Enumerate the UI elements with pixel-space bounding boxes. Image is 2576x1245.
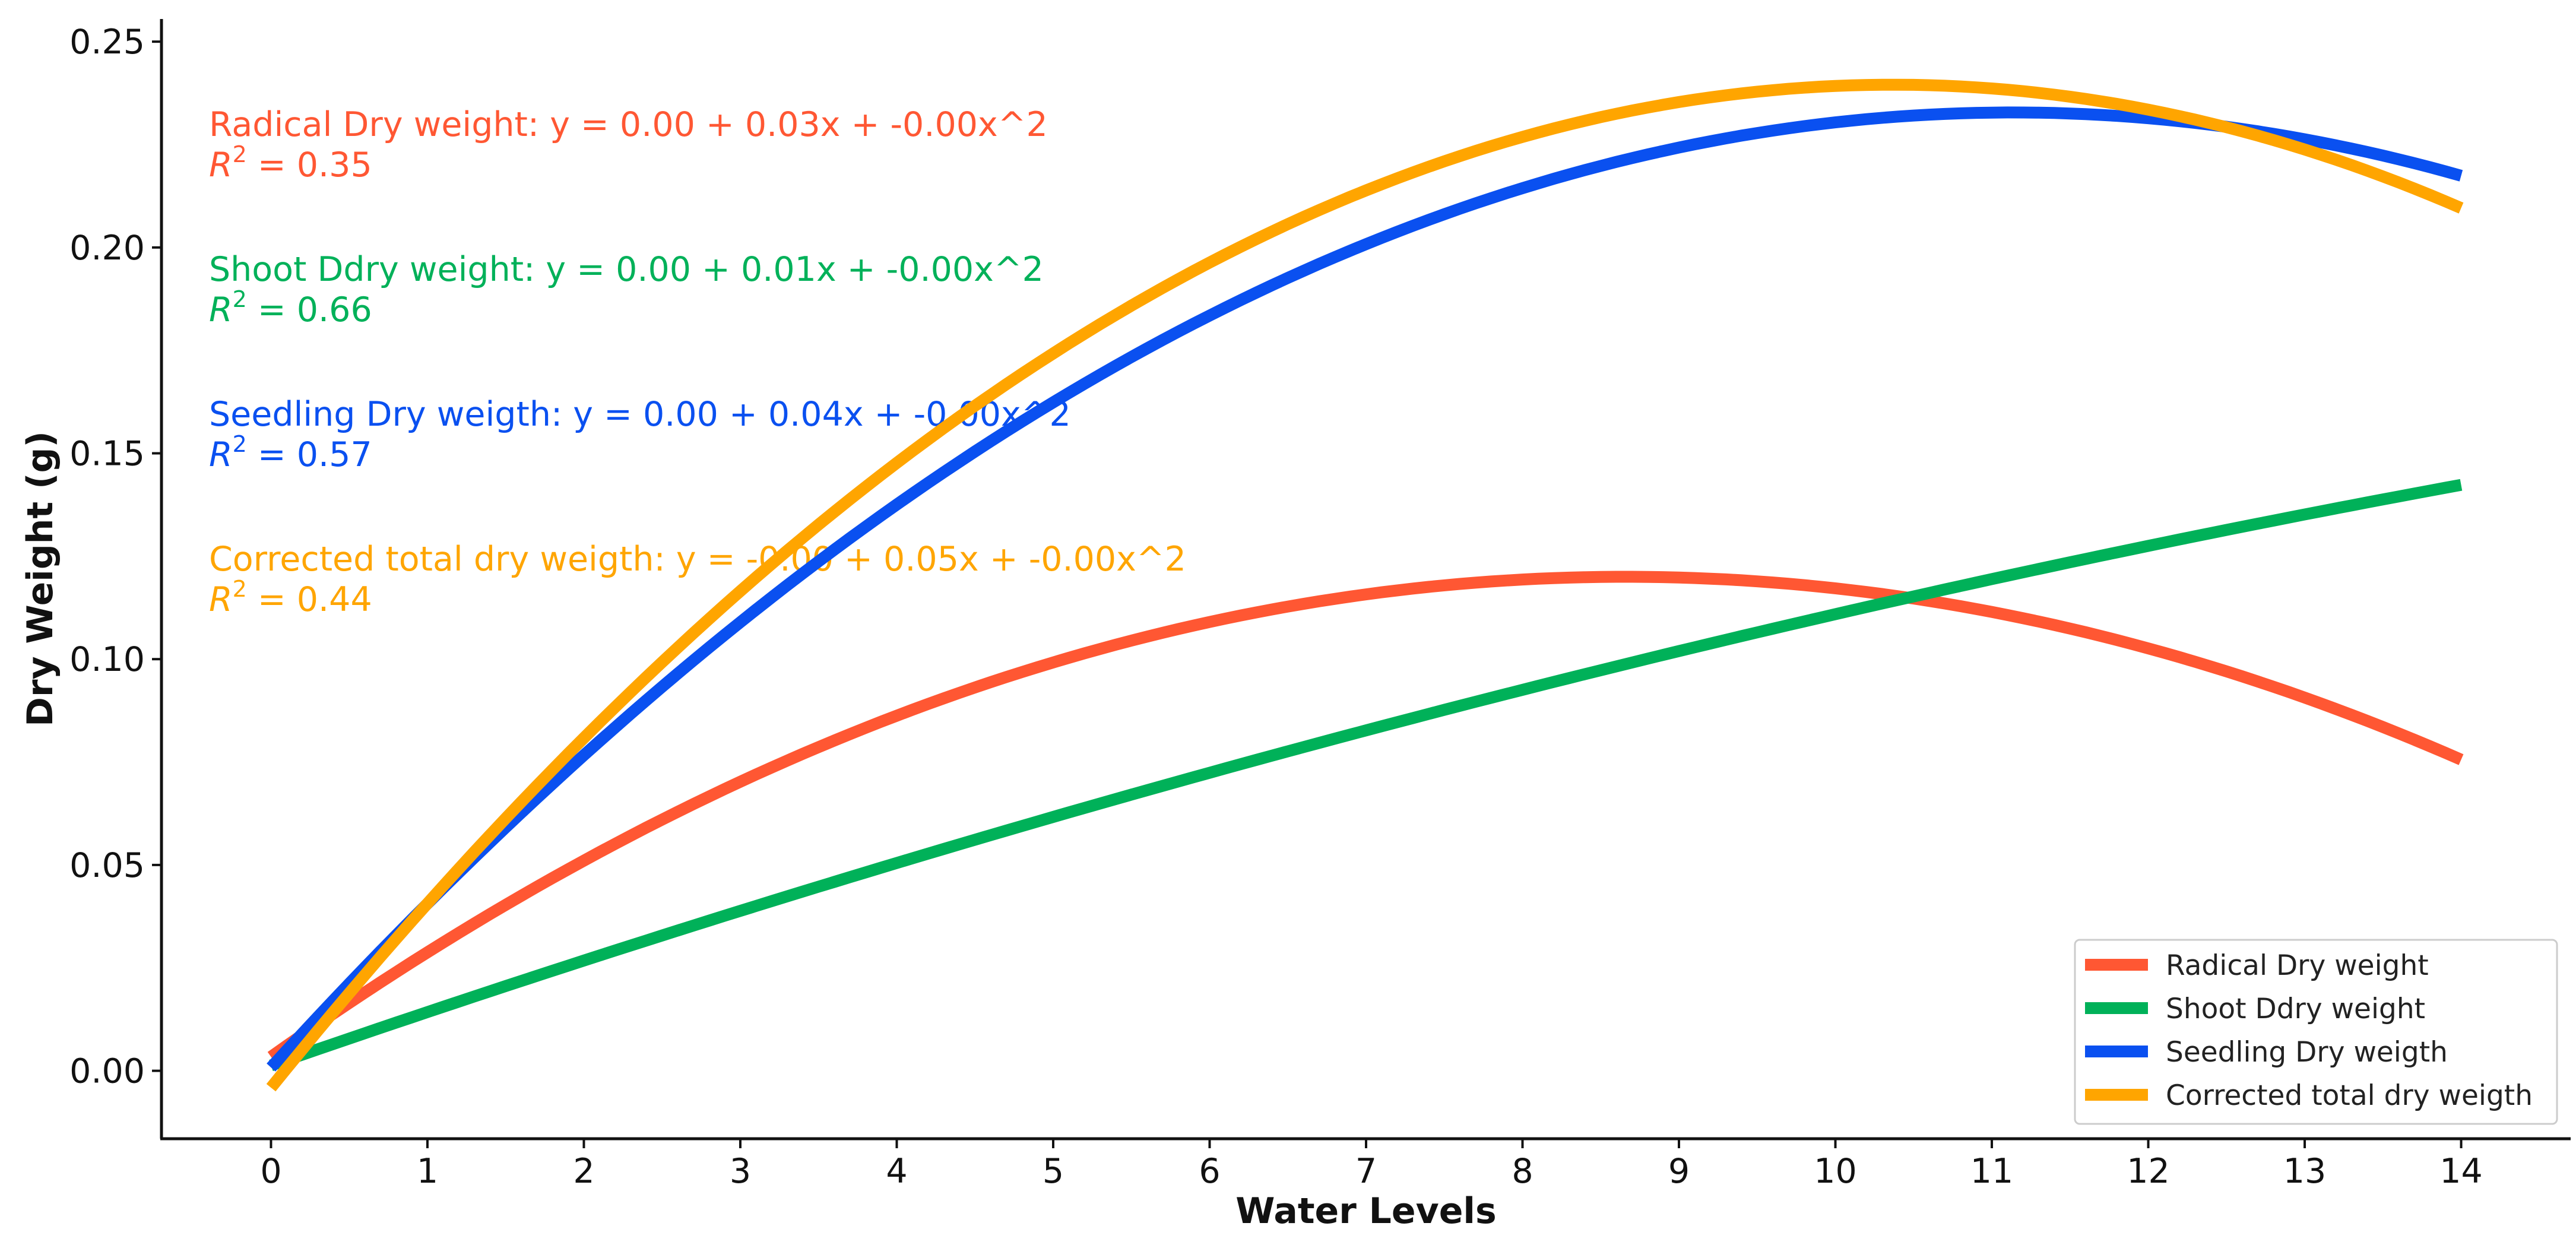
r-squared-exponent: 2 [233,431,247,457]
r-squared-symbol: R [209,435,233,474]
x-tick-label: 10 [1814,1152,1857,1191]
legend-box [2074,939,2558,1125]
legend: Radical Dry weight Shoot Ddry weight Seedl… [2074,939,2558,1125]
r-squared-exponent: 2 [233,576,247,602]
x-tick-label: 14 [2439,1152,2483,1191]
series-line-2 [269,479,2463,1072]
series-line-4 [266,78,2464,1092]
equation-annotations: Radical Dry weight: y = 0.00 + 0.03x + -… [209,105,1186,619]
series-line-3 [267,106,2463,1072]
equation-annotation: Seedling Dry weigth: y = 0.00 + 0.04x + … [209,395,1071,434]
y-tick-label: 0.20 [69,229,145,268]
x-tick-label: 7 [1355,1152,1377,1191]
x-tick-label: 11 [1970,1152,2014,1191]
legend-label: Seedling Dry weigth [2166,1036,2448,1069]
x-tick-label: 8 [1512,1152,1533,1191]
x-tick-label: 5 [1043,1152,1064,1191]
x-tick-label: 12 [2127,1152,2170,1191]
series-lines [266,78,2464,1092]
y-tick-label: 0.10 [69,640,145,679]
x-tick-label: 0 [260,1152,281,1191]
y-tick-label: 0.05 [69,846,145,885]
r-squared-value: = 0.44 [247,580,372,619]
series-line-1 [267,571,2464,1062]
r-squared-value: = 0.57 [247,435,372,474]
y-axis-title: Dry Weight (g) [20,431,61,727]
y-tick-label: 0.25 [69,23,145,62]
y-tick-label: 0.00 [69,1052,145,1091]
y-tick-label: 0.15 [69,435,145,474]
legend-label: Shoot Ddry weight [2166,993,2425,1025]
equation-annotation: Corrected total dry weigth: y = -0.00 + … [209,540,1186,579]
r-squared-symbol: R [209,290,233,330]
r-squared-exponent: 2 [233,286,247,312]
x-tick-label: 2 [573,1152,594,1191]
equation-annotation: Shoot Ddry weight: y = 0.00 + 0.01x + -0… [209,250,1044,289]
x-tick-label: 13 [2283,1152,2327,1191]
ticks: 0 1 2 3 4 5 6 7 8 9 10 11 12 13 140.000.050.100.150.20… [69,23,2483,1191]
x-tick-label: 3 [730,1152,751,1191]
r-squared-annotation: R2 = 0.44 [209,576,372,619]
equation-annotation: Radical Dry weight: y = 0.00 + 0.03x + -… [209,105,1048,144]
legend-label: Corrected total dry weigth [2166,1079,2533,1112]
r-squared-exponent: 2 [233,141,247,167]
r-squared-annotation: R2 = 0.66 [209,286,372,330]
legend-label: Radical Dry weight [2166,949,2429,982]
x-tick-label: 6 [1199,1152,1220,1191]
x-tick-label: 1 [417,1152,438,1191]
r-squared-annotation: R2 = 0.35 [209,141,372,185]
r-squared-value: = 0.66 [247,290,372,330]
r-squared-value: = 0.35 [247,145,372,185]
r-squared-symbol: R [209,145,233,185]
r-squared-symbol: R [209,580,233,619]
x-tick-label: 9 [1668,1152,1690,1191]
x-axis-title: Water Levels [1235,1190,1496,1232]
r-squared-annotation: R2 = 0.57 [209,431,372,474]
x-tick-label: 4 [886,1152,907,1191]
